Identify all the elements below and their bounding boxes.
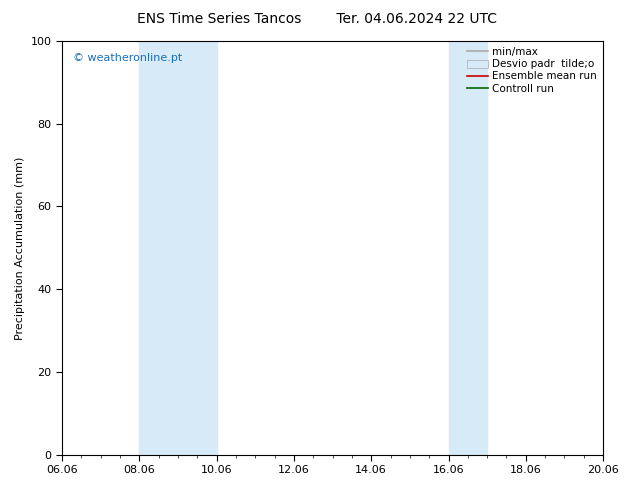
Bar [448,41,487,455]
Legend: min/max, Desvio padr  tilde;o, Ensemble mean run, Controll run: min/max, Desvio padr tilde;o, Ensemble m… [463,43,601,98]
Bar [139,41,217,455]
Text: ENS Time Series Tancos        Ter. 04.06.2024 22 UTC: ENS Time Series Tancos Ter. 04.06.2024 2… [137,12,497,26]
Text: © weatheronline.pt: © weatheronline.pt [73,53,182,64]
Y-axis label: Precipitation Accumulation (mm): Precipitation Accumulation (mm) [15,156,25,340]
